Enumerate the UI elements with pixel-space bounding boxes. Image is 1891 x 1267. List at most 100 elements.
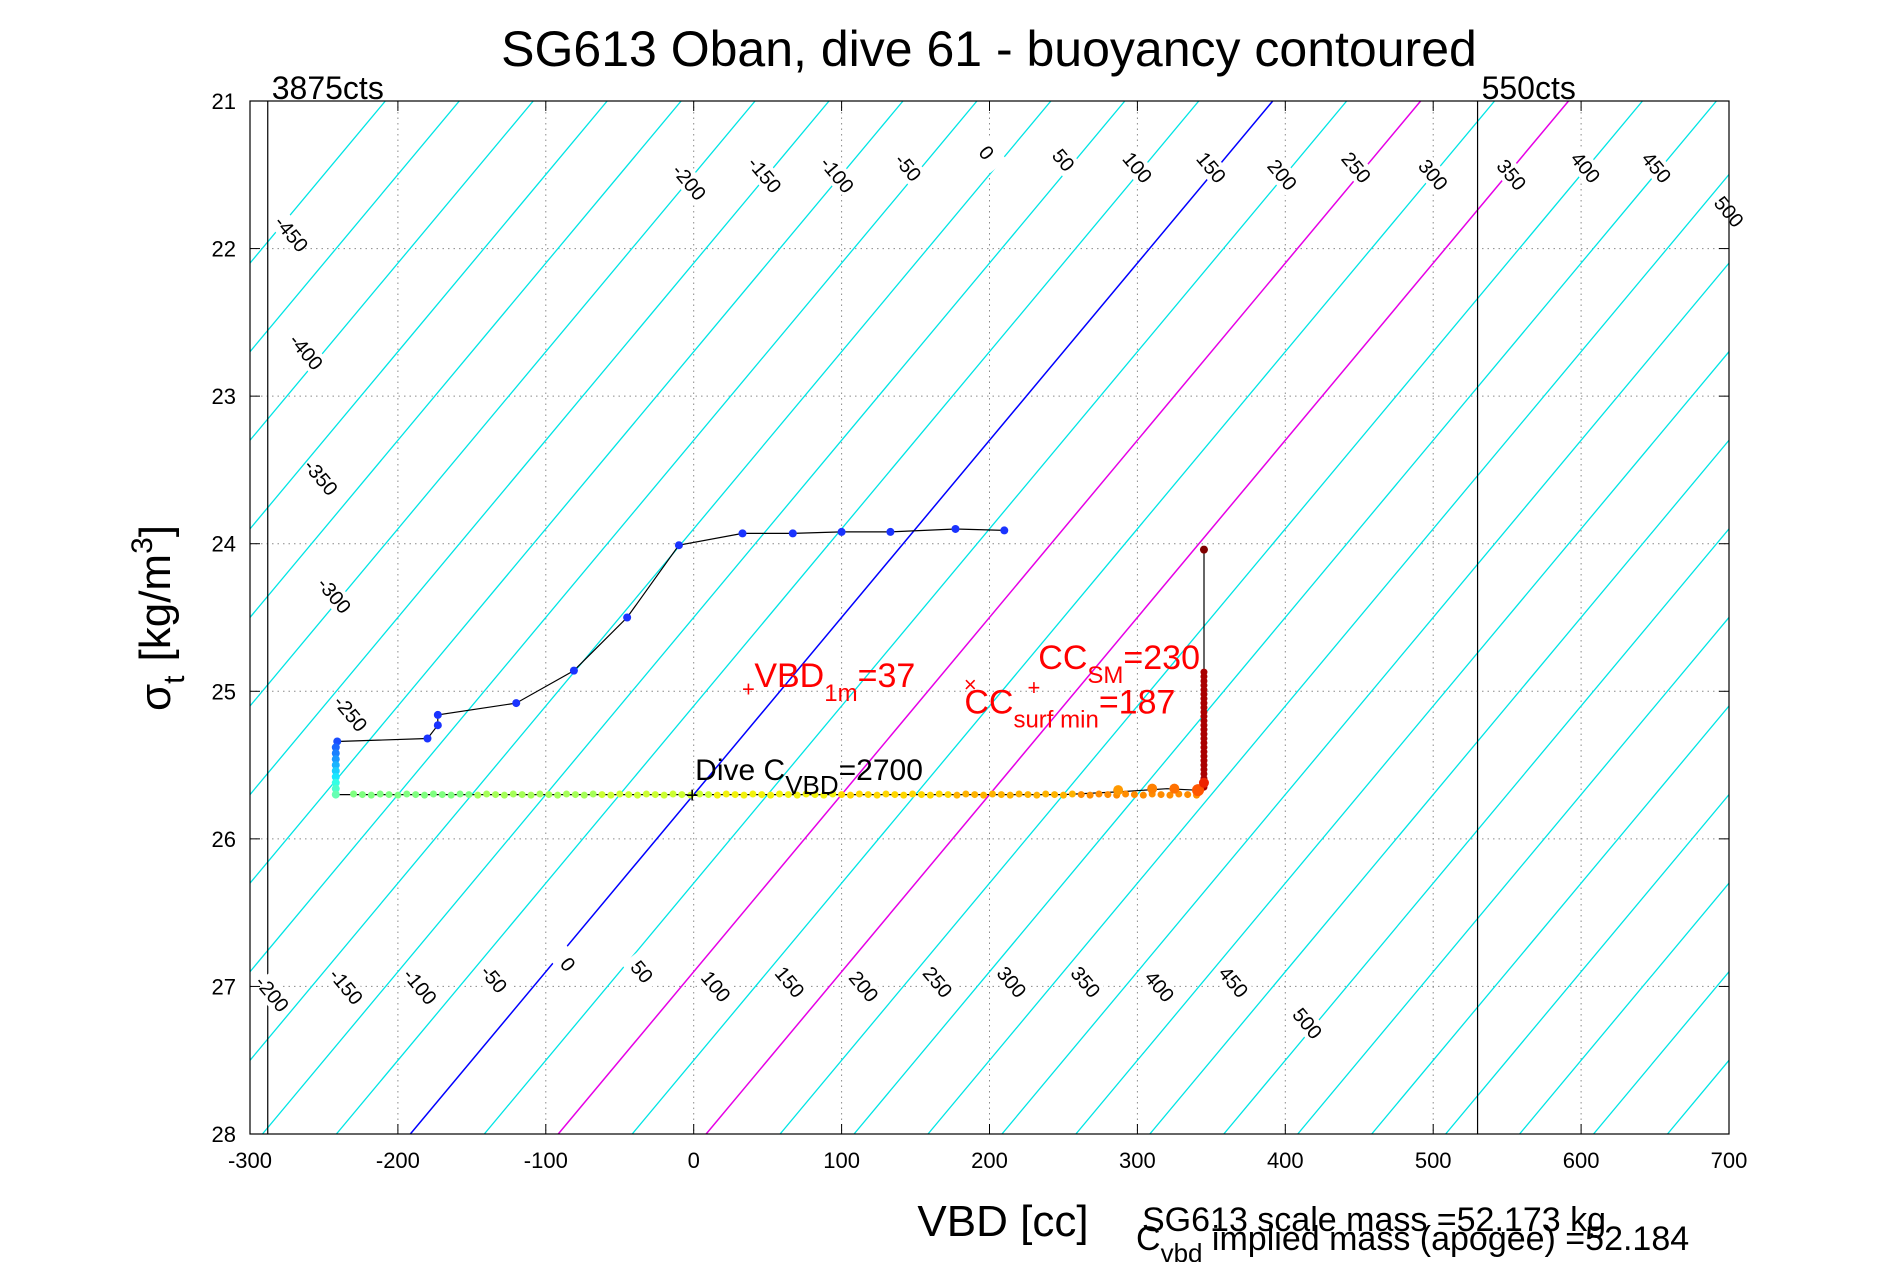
data-point — [554, 791, 562, 799]
annotation-sub: VBD — [785, 770, 838, 800]
data-point — [412, 791, 420, 799]
contour-label-bg — [1065, 961, 1106, 1003]
data-point — [1200, 668, 1208, 676]
y-tick-label: 24 — [212, 532, 236, 557]
data-point — [1147, 783, 1158, 794]
data-point — [935, 790, 943, 798]
y-axis-label-sub: t — [158, 675, 191, 684]
point-layer — [331, 524, 1209, 799]
data-point — [767, 791, 775, 799]
data-point — [962, 790, 970, 798]
data-point — [704, 791, 712, 799]
contour-label-bg — [817, 153, 858, 196]
svg-text:σt[kg/m3]: σt [kg/m3] — [126, 525, 191, 711]
annotation-marker: + — [1027, 675, 1040, 700]
contour-line — [1001, 262, 1729, 1134]
data-point — [1198, 777, 1209, 788]
contour-line — [250, 101, 534, 442]
data-point — [731, 791, 739, 799]
contour-label-bg — [1336, 146, 1377, 189]
data-point — [651, 791, 659, 799]
data-point — [749, 790, 757, 798]
annotation-value: =230 — [1123, 639, 1200, 677]
contour-label-bg — [474, 958, 515, 1000]
contour-line — [705, 101, 1570, 1134]
data-point — [545, 791, 553, 799]
data-point — [569, 666, 578, 675]
data-point — [331, 772, 340, 781]
contour-line — [1149, 439, 1729, 1134]
contour-label-bg — [271, 212, 312, 255]
contour-label-bg — [1491, 153, 1532, 196]
contour-label-bg — [966, 131, 1007, 174]
annotation-main: Dive C — [695, 754, 785, 787]
data-point — [492, 791, 500, 799]
data-point — [997, 791, 1005, 799]
contour-label-bg — [252, 972, 293, 1015]
data-point — [802, 790, 810, 798]
data-point — [331, 790, 340, 799]
y-tick-label: 21 — [212, 89, 236, 114]
annotation-sub: surf min — [1013, 706, 1098, 733]
contour-line — [853, 101, 1717, 1134]
data-point — [633, 791, 641, 799]
contour-line — [261, 101, 1126, 1134]
data-point — [1051, 791, 1059, 799]
data-point — [1130, 791, 1138, 799]
footer-implied-mass: Cvbd implied mass (apogee) =52.184 — [1136, 1220, 1689, 1267]
contour-label-bg — [286, 331, 327, 373]
contour-label-bg — [917, 961, 958, 1003]
data-point — [1199, 545, 1208, 554]
x-tick-label: 0 — [688, 1148, 700, 1173]
contour-line — [927, 173, 1729, 1134]
annotation-label: Dive CVBD=2700 — [695, 754, 923, 800]
contour-label-bg — [400, 965, 441, 1008]
data-point — [838, 791, 846, 799]
data-point — [926, 791, 934, 799]
data-point — [738, 529, 747, 538]
data-point — [953, 791, 961, 799]
data-point — [447, 791, 455, 799]
contour-line — [779, 101, 1643, 1134]
data-point — [367, 791, 375, 799]
svg-text:Cvbd implied mass (apogee) =52: Cvbd implied mass (apogee) =52.184 — [1136, 1220, 1689, 1262]
data-point — [385, 791, 393, 799]
data-point — [1000, 526, 1009, 535]
data-point — [500, 791, 508, 799]
data-point — [829, 790, 837, 798]
contour-label-bg — [1191, 146, 1232, 189]
data-point — [403, 790, 411, 798]
data-point — [1113, 785, 1124, 796]
contour-label-bg — [1413, 153, 1454, 196]
contour-label-bg — [314, 574, 355, 617]
contour-label-bg — [1043, 139, 1084, 181]
data-point — [331, 778, 340, 787]
contour-label-bg — [991, 961, 1032, 1003]
data-point — [358, 791, 366, 799]
annotation-label: CCsurf min=187 — [964, 683, 1175, 733]
y-tick-label: 25 — [212, 679, 236, 704]
data-point — [625, 791, 633, 799]
data-point — [775, 790, 783, 798]
data-point — [951, 524, 960, 533]
footer-c-sub: vbd — [1161, 1238, 1203, 1262]
data-point — [433, 721, 442, 730]
annotation-sub: 1m — [824, 680, 857, 707]
data-point — [509, 790, 517, 798]
vbd-limit-layer: 3875cts 550cts — [267, 70, 1576, 1134]
data-point — [784, 791, 792, 799]
data-point — [820, 791, 828, 799]
data-point — [331, 761, 340, 770]
y-tick-label: 27 — [212, 974, 236, 999]
contour-label-bg — [843, 965, 884, 1008]
data-point — [1095, 790, 1103, 798]
annotation-main: VBD — [754, 657, 824, 695]
data-point — [1006, 791, 1014, 799]
footer-scale-mass: SG613 scale mass =52.173 kg — [1142, 1201, 1606, 1239]
data-point — [421, 791, 429, 799]
vbd-limit-label: 3875cts — [272, 70, 384, 106]
contour-line — [250, 101, 682, 619]
data-point — [518, 791, 526, 799]
annotation-main: CC — [1038, 639, 1087, 677]
